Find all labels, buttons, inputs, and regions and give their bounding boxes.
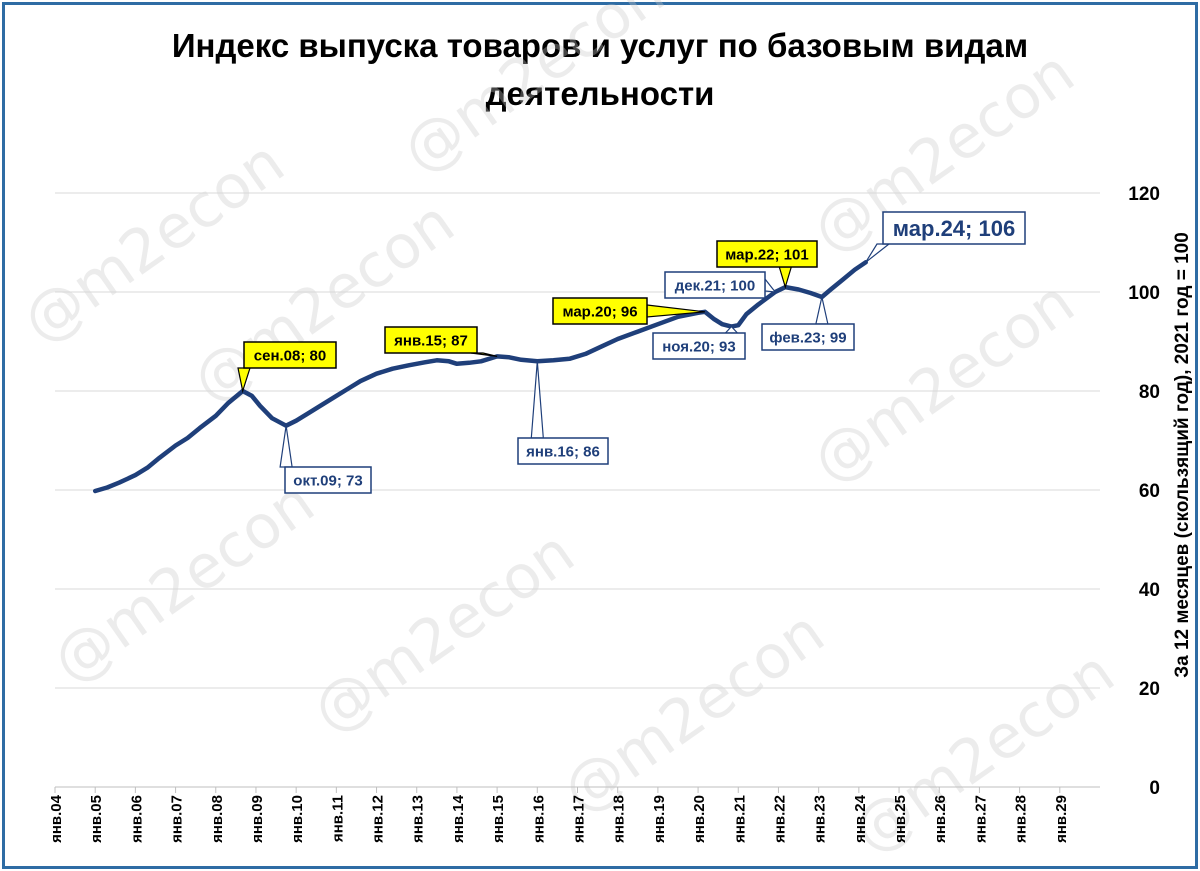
callout-pointer (530, 361, 544, 439)
x-tick-label: янв.21 (731, 795, 748, 843)
x-tick-label: янв.08 (209, 795, 226, 843)
y-tick-label: 60 (1139, 481, 1160, 502)
x-axis-ticks: янв.04 янв.05 янв.06 янв.07 янв.08 янв.09 янв.… (48, 787, 1070, 843)
x-tick-label: янв.13 (410, 795, 427, 843)
callout-box (552, 297, 648, 325)
callout-box (664, 271, 766, 299)
callout-box (652, 332, 746, 360)
x-tick-label: янв.09 (249, 795, 266, 843)
x-tick-label: янв.17 (571, 795, 588, 843)
callout-pointer (865, 243, 891, 263)
x-tick-label: янв.14 (450, 794, 467, 843)
callout-pointer (279, 425, 293, 468)
callout-pointer (815, 296, 829, 325)
x-tick-label: янв.23 (812, 795, 829, 843)
x-tick-label: янв.12 (370, 795, 387, 843)
x-tick-label: янв.28 (1013, 795, 1030, 843)
callout-label: мар.20; 96 (562, 304, 637, 321)
callout-label: янв.16; 86 (526, 444, 600, 461)
callout-label: дек.21; 100 (675, 278, 755, 295)
callout-box (517, 437, 609, 465)
x-tick-label: янв.22 (771, 795, 788, 843)
callout-label: фев.23; 99 (769, 330, 846, 347)
gridlines (55, 192, 1100, 788)
y-axis-ticks: 0 20 40 60 80 100 120 (1128, 184, 1160, 799)
x-tick-label: янв.27 (972, 795, 989, 843)
chart-title: Индекс выпуска товаров и услуг по базовы… (40, 22, 1160, 118)
x-tick-label: янв.19 (651, 795, 668, 843)
x-tick-label: янв.06 (128, 795, 145, 843)
callout-box (284, 466, 372, 494)
callout-label: сен.08; 80 (254, 348, 326, 365)
callout-pointer (764, 277, 777, 293)
x-tick-label: янв.07 (169, 795, 186, 843)
x-tick-label: янв.25 (892, 795, 909, 843)
callout-box (761, 323, 855, 351)
y-tick-label: 120 (1128, 184, 1160, 205)
x-tick-label: янв.11 (329, 795, 346, 842)
callout-label: мар.22; 101 (725, 247, 808, 264)
x-tick-label: янв.26 (932, 795, 949, 843)
callout-label: окт.09; 73 (293, 473, 362, 490)
callout-box (716, 240, 818, 268)
callout-pointer (778, 266, 793, 290)
callout-label: ноя.20; 93 (662, 339, 735, 356)
x-tick-label: янв.18 (611, 795, 628, 843)
y-axis-label: За 12 месяцев (скользящий год), 2021 год… (1172, 232, 1193, 678)
callout-box (243, 341, 337, 369)
y-tick-label: 40 (1139, 580, 1160, 601)
x-tick-label: янв.29 (1053, 795, 1070, 843)
callout-pointer (237, 367, 251, 394)
callout-label: мар.24; 106 (893, 216, 1015, 241)
x-tick-label: янв.20 (691, 795, 708, 843)
x-tick-label: янв.16 (530, 795, 547, 843)
callout-box (384, 326, 478, 354)
series-line (92, 260, 868, 494)
y-tick-label: 80 (1139, 382, 1160, 403)
x-tick-label: янв.04 (48, 794, 65, 843)
annotations: сен.08; 80 окт.09; 73 янв.15; 87 янв.16; 86… (237, 211, 1026, 494)
callout-label: янв.15; 87 (394, 333, 468, 350)
y-tick-label: 100 (1128, 283, 1160, 304)
callout-box (882, 211, 1026, 245)
x-tick-label: янв.15 (490, 795, 507, 843)
chart-title-line1: Индекс выпуска товаров и услуг по базовы… (171, 27, 1029, 64)
x-tick-label: янв.24 (852, 794, 869, 843)
chart-title-line2: деятельности (485, 75, 715, 112)
x-tick-label: янв.05 (88, 795, 105, 843)
y-tick-label: 20 (1139, 679, 1160, 700)
y-tick-label: 0 (1149, 778, 1160, 799)
x-tick-label: янв.10 (289, 795, 306, 843)
